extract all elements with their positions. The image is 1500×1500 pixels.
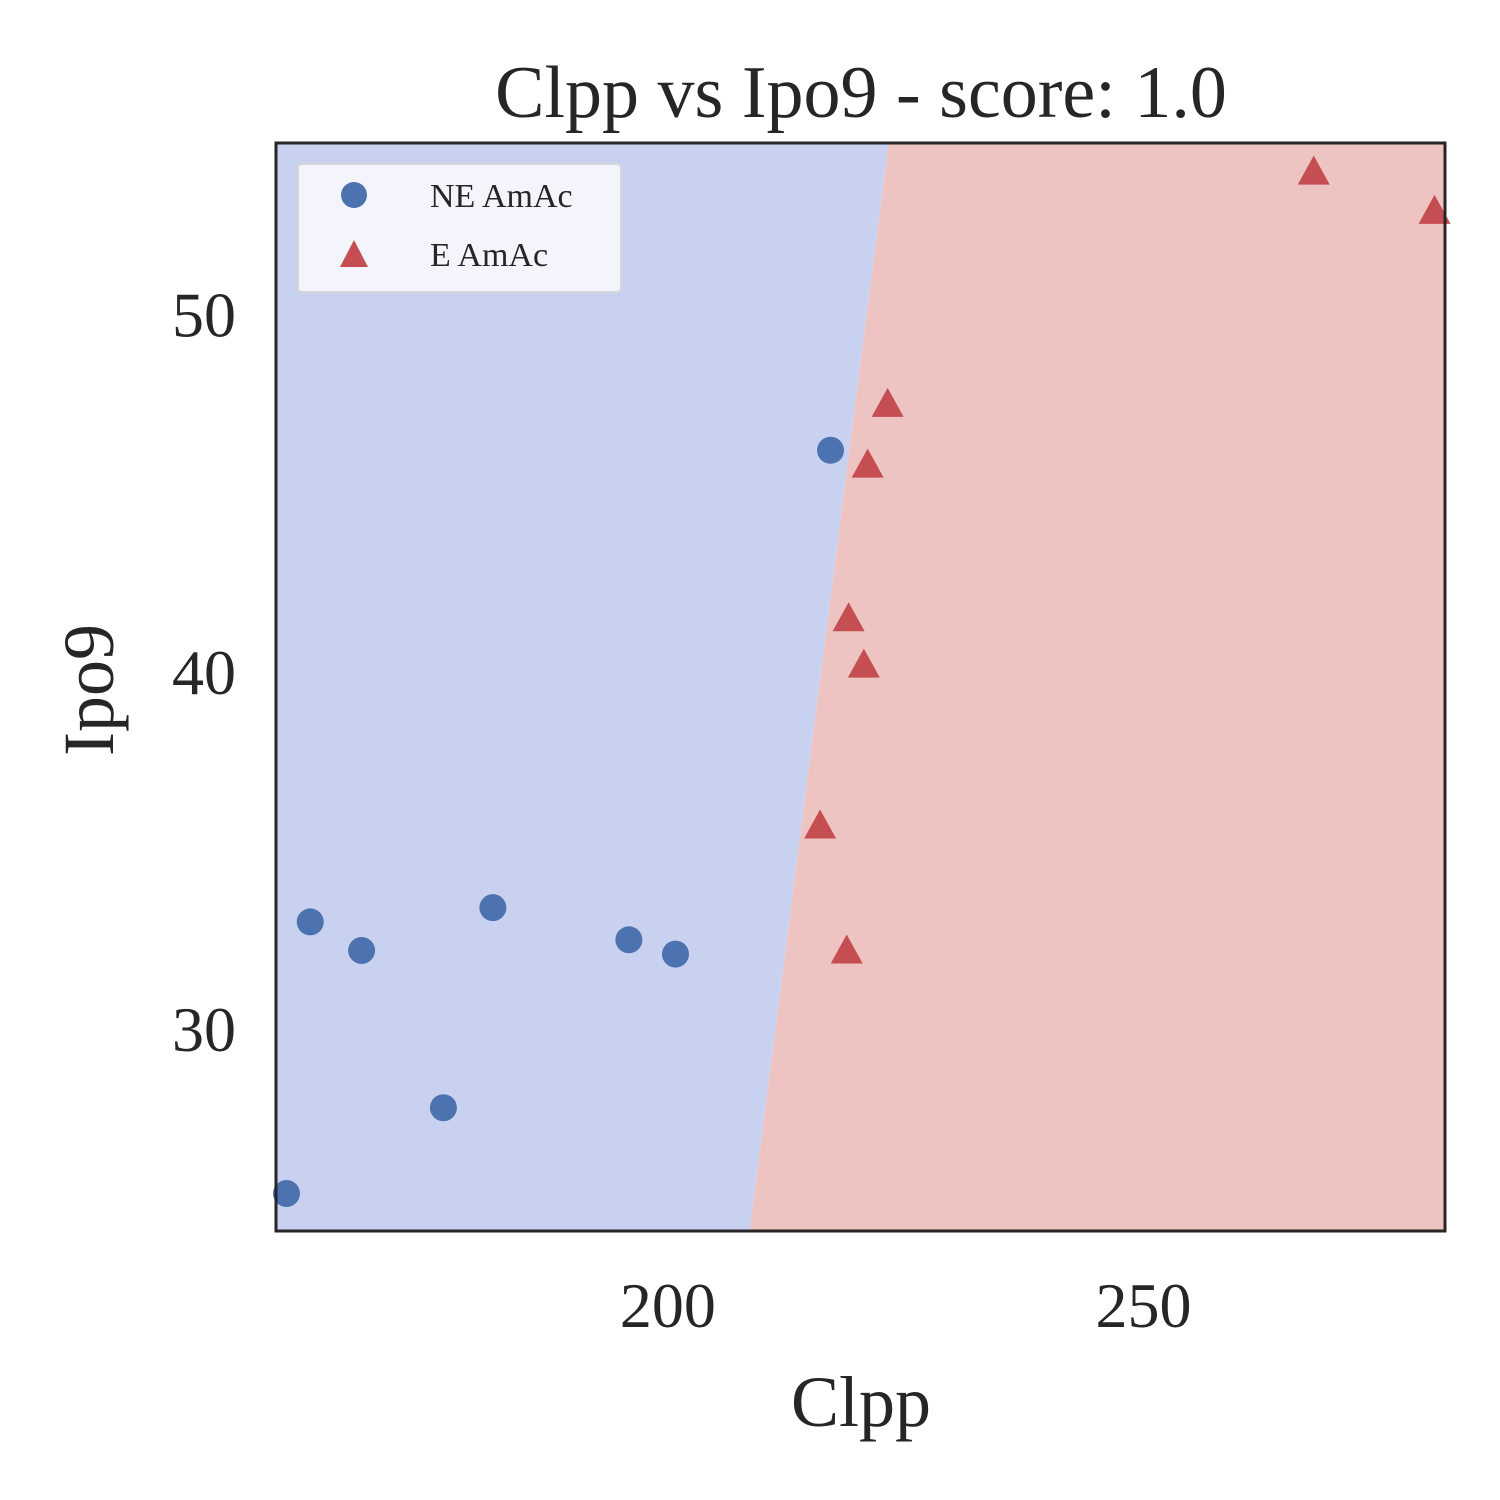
legend-label-ne-amac: NE AmAc [430,178,573,215]
x-tick-label: 200 [620,1270,716,1341]
point-e-amac [1418,194,1451,224]
x-axis-label: Clpp [791,1362,931,1442]
point-e-amac [804,809,837,839]
data-points [272,155,1451,1207]
y-tick-label: 50 [172,280,236,351]
point-ne-amac [661,940,689,968]
point-e-amac [832,602,865,632]
y-axis-label: Ipo9 [49,624,129,756]
chart-title: Clpp vs Ipo9 - score: 1.0 [495,52,1227,134]
y-tick-label: 40 [172,637,236,708]
point-e-amac [1297,155,1330,185]
point-ne-amac [817,436,845,464]
point-ne-amac [272,1179,300,1207]
point-ne-amac [296,908,324,936]
point-e-amac [871,387,904,417]
legend: NE AmAc E AmAc [297,163,622,293]
y-tick-label: 30 [172,994,236,1065]
decision-region-ne-amac [276,143,889,1231]
y-tick-labels: 30 40 50 [172,280,236,1066]
point-ne-amac [429,1094,457,1122]
x-tick-label: 250 [1095,1270,1191,1341]
plot-area: 200 250 30 40 50 [172,141,1451,1341]
point-e-amac [847,648,880,678]
legend-marker-ne-amac [341,182,367,208]
plot-frame [274,141,1447,1233]
point-ne-amac [615,926,643,954]
x-tick-labels: 200 250 [620,1270,1192,1341]
decision-region-e-amac [749,143,1445,1231]
point-ne-amac [348,937,376,965]
legend-marker-e-amac [340,240,368,267]
point-e-amac [830,934,863,964]
legend-box [297,163,622,293]
point-e-amac [851,448,884,478]
point-ne-amac [479,894,507,922]
legend-label-e-amac: E AmAc [430,237,548,274]
